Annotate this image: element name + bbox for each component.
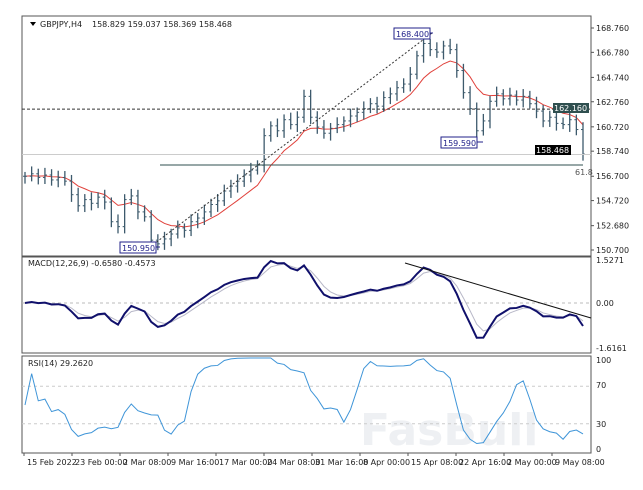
level-tag: [553, 103, 589, 113]
mid-low-label-box: [440, 136, 478, 149]
time-tick-label: 23 Feb 00:00: [75, 458, 127, 467]
high-label: 168.400: [396, 30, 429, 39]
price-tick-label: 164.740: [596, 73, 629, 82]
collapse-triangle-icon[interactable]: [30, 22, 36, 26]
moving-average-line: [24, 60, 584, 228]
low-label: 150.950: [122, 244, 155, 253]
rsi-tick: 0: [596, 445, 601, 454]
watermark: FasBull: [360, 405, 538, 456]
time-tick-label: 9 May 08:00: [555, 458, 605, 467]
macd-line: [24, 259, 584, 339]
macd-tick: 1.5271: [596, 256, 624, 265]
mid-low-label: 159.590: [443, 139, 476, 148]
price-tick-label: 156.700: [596, 172, 629, 181]
rsi-line: [24, 357, 584, 445]
rsi-tick: 100: [596, 356, 611, 365]
time-tick-label: 17 Mar 00:00: [219, 458, 272, 467]
symbol-label: GBPJPY,H4: [40, 20, 82, 29]
price-tick-label: 166.780: [596, 48, 629, 57]
price-tick-label: 152.680: [596, 222, 629, 231]
macd-panel: [21, 256, 592, 354]
macd-tick: -1.6161: [596, 344, 627, 353]
price-tick-label: 150.700: [596, 246, 629, 255]
ohlc-label: 158.829 159.037 158.369 158.468: [92, 20, 232, 29]
high-label-box: [393, 27, 431, 40]
macd-tick: 0.00: [596, 299, 614, 308]
macd-label: MACD(12,26,9) -0.6580 -0.4573: [28, 259, 156, 268]
time-tick-label: 2 Mar 08:00: [123, 458, 171, 467]
macd-signal-line: [24, 263, 584, 332]
macd-trend-line: [404, 262, 592, 319]
time-tick-label: 15 Apr 08:00: [411, 458, 463, 467]
low-label-box: [119, 241, 157, 254]
time-tick-label: 9 Mar 16:00: [171, 458, 219, 467]
time-tick-label: 22 Apr 16:00: [459, 458, 511, 467]
price-tick-label: 158.740: [596, 147, 629, 156]
rsi-label: RSI(14) 29.2620: [28, 359, 93, 368]
price-tick-label: 168.760: [596, 24, 629, 33]
level-tag-text: 162.160: [554, 104, 587, 113]
time-tick-label: 2 May 00:00: [507, 458, 557, 467]
price-tick-label: 154.720: [596, 197, 629, 206]
price-tick-label: 160.720: [596, 123, 629, 132]
fib-label: 61.8: [575, 168, 593, 177]
time-tick-label: 8 Apr 00:00: [363, 458, 410, 467]
last-price-tag: [535, 145, 571, 155]
time-tick-label: 15 Feb 2022: [27, 458, 77, 467]
price-tick-label: 162.760: [596, 98, 629, 107]
time-tick-label: 24 Mar 08:00: [267, 458, 320, 467]
last-price-tag-text: 158.468: [536, 146, 569, 155]
time-tick-label: 31 Mar 16:00: [315, 458, 368, 467]
rsi-panel: [21, 355, 592, 454]
rsi-tick: 70: [596, 381, 606, 390]
main-panel: [21, 15, 592, 257]
trend-line: [149, 32, 433, 248]
rsi-tick: 30: [596, 420, 606, 429]
